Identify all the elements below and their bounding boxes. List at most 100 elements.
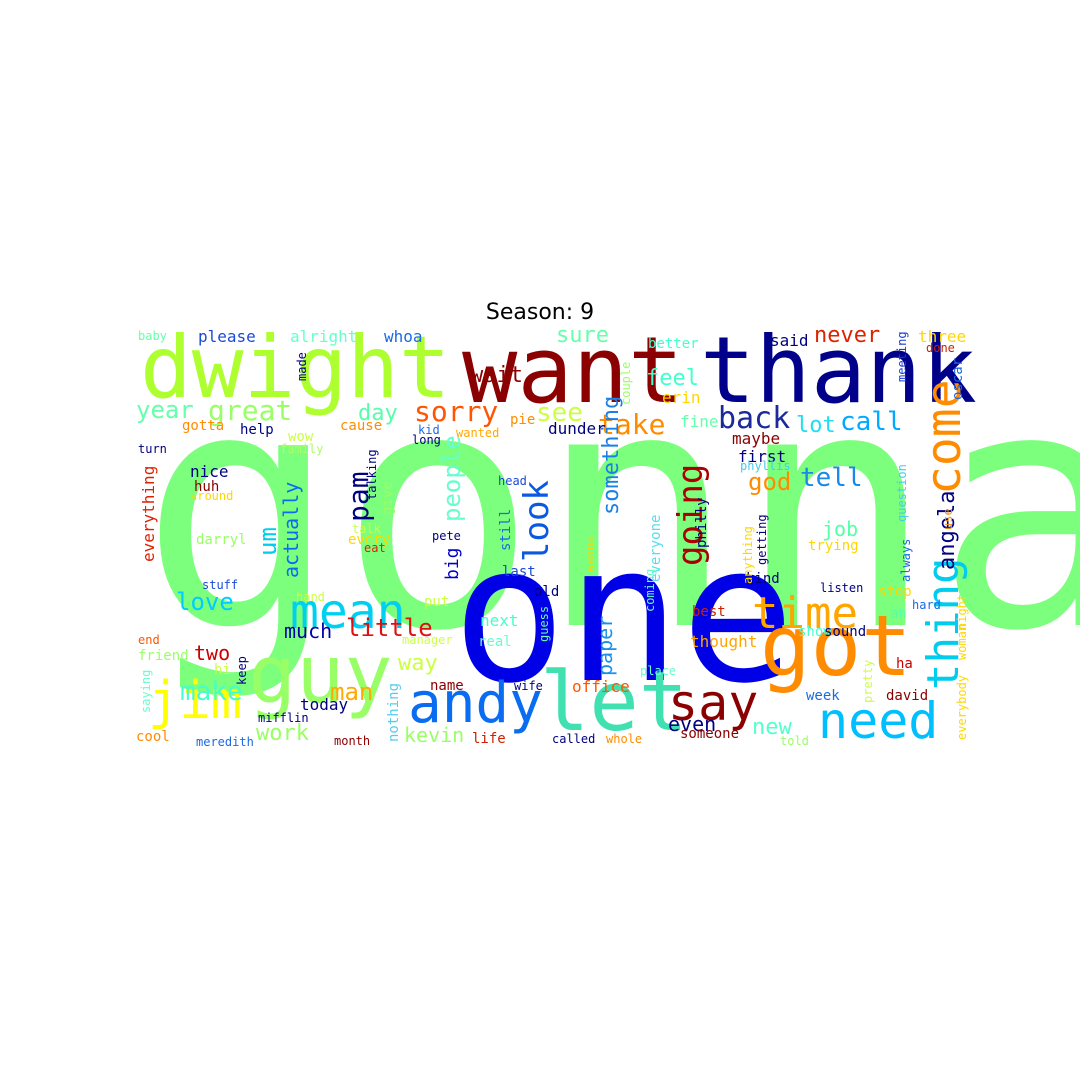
word-big: big	[442, 547, 463, 580]
word-name: name	[430, 678, 464, 694]
word-cool: cool	[136, 729, 170, 745]
word-show: show	[798, 624, 832, 640]
word-long: long	[412, 433, 441, 447]
word-call: call	[840, 407, 903, 437]
word-huh: huh	[194, 479, 219, 495]
word-love: love	[176, 588, 234, 616]
word-feel: feel	[646, 366, 699, 391]
word-thing: thing	[918, 558, 969, 690]
word-best: best	[692, 604, 726, 620]
word-use: use	[941, 508, 955, 530]
word-wanna: wanna	[583, 536, 597, 572]
word-mifflin: mifflin	[258, 711, 309, 725]
word-woman: woman	[955, 624, 969, 660]
word-god: god	[748, 468, 791, 496]
word-come: come	[916, 379, 972, 495]
word-coming: coming	[643, 569, 657, 612]
word-old: old	[534, 584, 559, 600]
word-much: much	[284, 619, 332, 643]
word-need: need	[818, 692, 938, 750]
word-hard: hard	[912, 598, 941, 612]
word-everybody: everybody	[955, 675, 969, 740]
word-pie: pie	[510, 412, 535, 428]
word-something: something	[599, 396, 624, 515]
word-gotta: gotta	[182, 418, 224, 434]
word-around: around	[190, 489, 233, 503]
word-people: people	[438, 435, 466, 522]
word-talk: talk	[352, 522, 382, 536]
word-gonna: gonna	[140, 319, 1080, 703]
word-friend: friend	[138, 648, 189, 664]
word-make: make	[180, 677, 243, 707]
word-manager: manager	[402, 633, 453, 647]
word-end: end	[138, 633, 160, 647]
word-help: help	[240, 422, 274, 438]
word-cause: cause	[340, 418, 382, 434]
word-said: said	[770, 331, 809, 350]
word-hand: hand	[296, 590, 325, 604]
word-next: next	[480, 611, 519, 630]
word-fine: fine	[680, 412, 719, 431]
word-give: give	[380, 481, 396, 515]
word-wife: wife	[514, 679, 543, 693]
word-every: every	[348, 532, 390, 548]
word-great: great	[208, 394, 292, 427]
word-day: day	[358, 401, 398, 426]
word-even: even	[668, 712, 716, 736]
word-keep: keep	[235, 656, 249, 685]
word-dwight: dwight	[140, 318, 451, 418]
word-guy: guy	[248, 628, 393, 721]
word-sorry: sorry	[414, 395, 498, 428]
word-let: let	[540, 655, 688, 750]
word-phyllis: phyllis	[740, 459, 791, 473]
word-please: please	[198, 327, 256, 346]
word-done: done	[926, 341, 955, 355]
word-jim: jim	[148, 671, 242, 731]
word-new: new	[752, 715, 792, 740]
word-wow: wow	[288, 429, 314, 445]
word-anything: anything	[741, 526, 755, 584]
word-sound: sound	[824, 624, 866, 640]
word-hi: hi	[214, 662, 231, 678]
word-little: little	[346, 614, 433, 642]
word-nice: nice	[190, 462, 229, 481]
word-first: first	[738, 447, 786, 466]
word-erin: erin	[662, 388, 701, 407]
word-never: never	[814, 323, 880, 348]
word-kind: kind	[746, 571, 780, 587]
word-oscar: oscar	[950, 358, 966, 400]
word-going: going	[671, 464, 711, 566]
word-work: work	[256, 721, 309, 746]
word-turn: turn	[138, 442, 167, 456]
word-talking: talking	[365, 449, 379, 500]
word-getting: getting	[755, 514, 769, 565]
word-ah: ah	[890, 606, 907, 622]
word-trying: trying	[808, 538, 859, 554]
word-kid: kid	[418, 423, 440, 437]
word-week: week	[806, 688, 840, 704]
word-wanted: wanted	[456, 426, 499, 440]
word-whole: whole	[606, 732, 642, 746]
word-angela: angela	[935, 491, 960, 570]
word-one: one	[452, 504, 795, 725]
word-whoa: whoa	[384, 327, 423, 346]
word-maybe: maybe	[732, 429, 780, 448]
word-real: real	[478, 634, 512, 650]
word-actually: actually	[279, 482, 303, 578]
word-always: always	[899, 539, 913, 582]
word-today: today	[300, 695, 349, 714]
word-meredith: meredith	[196, 735, 254, 749]
word-david: david	[886, 688, 928, 704]
word-pretty: pretty	[861, 660, 875, 703]
cloud-title: Season: 9	[485, 300, 595, 325]
word-someone: someone	[680, 726, 739, 742]
word-sure: sure	[556, 323, 609, 348]
word-back: back	[718, 401, 790, 436]
word-um: um	[254, 527, 282, 556]
word-three: three	[918, 327, 966, 346]
word-stuff: stuff	[202, 578, 238, 592]
word-alright: alright	[290, 327, 357, 346]
word-job: job	[822, 517, 858, 541]
word-thank: thank	[700, 317, 977, 424]
